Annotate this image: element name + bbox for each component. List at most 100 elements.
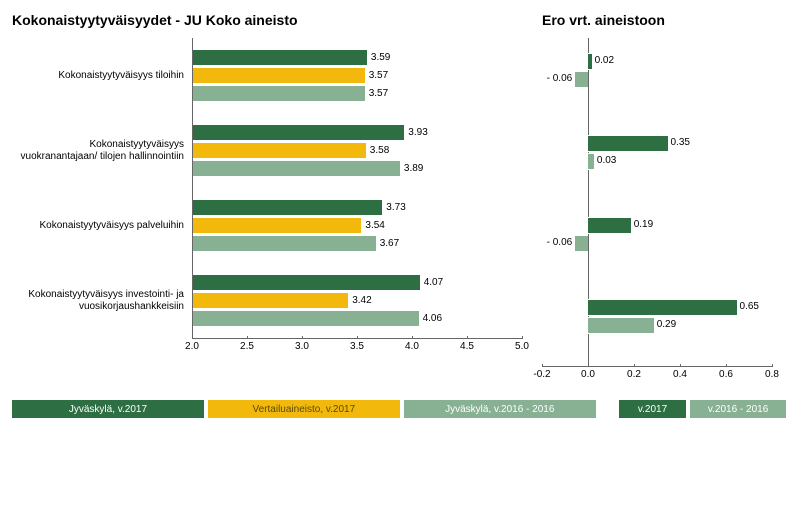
bar-wrap: 4.06	[193, 310, 522, 327]
bars-zone: 3.733.54 3.67	[192, 188, 522, 263]
bar-wrap: 0.03	[542, 153, 772, 170]
bar-wrap: 0.02	[542, 53, 772, 70]
bar-wrap: - 0.06	[542, 235, 772, 252]
value-label: 0.02	[595, 55, 614, 66]
bar	[193, 142, 367, 159]
tick-label: 0.0	[581, 369, 595, 380]
bar	[588, 153, 595, 170]
chart-row: Kokonaistyytyväisyys palveluihin3.733.54…	[12, 188, 542, 263]
bar-wrap: 0.65	[542, 299, 772, 316]
value-label: - 0.06	[547, 73, 573, 84]
value-label: 0.65	[740, 301, 759, 312]
value-label: 3.89	[404, 163, 423, 174]
value-label: 3.73	[386, 202, 405, 213]
bar	[193, 274, 421, 291]
bar-wrap: 3.73	[193, 199, 522, 216]
bars-zone: 4.07 3.42 4.06	[192, 263, 522, 338]
legend-item: v.2016 - 2016	[690, 400, 786, 418]
chart-row: 0.19 - 0.06	[542, 202, 782, 284]
legend-item: v.2017	[619, 400, 686, 418]
x-axis-right: -0.20.00.20.40.60.8	[542, 366, 772, 384]
chart-row: Kokonaistyytyväisyys tiloihin 3.59 3.57 3.5…	[12, 38, 542, 113]
bar-wrap: 3.42	[193, 292, 522, 309]
bar	[193, 217, 362, 234]
legend: Jyväskylä, v.2017Vertailuaineisto, v.201…	[12, 400, 790, 418]
value-label: 3.67	[380, 238, 399, 249]
tick-label: 4.0	[405, 341, 419, 352]
bar	[193, 85, 366, 102]
bar-wrap: 3.67	[193, 235, 522, 252]
value-label: 0.29	[657, 319, 676, 330]
bar	[193, 292, 349, 309]
bar-wrap: 0.35	[542, 135, 772, 152]
bar	[193, 235, 377, 252]
value-label: - 0.06	[547, 237, 573, 248]
chart-row: 0.35 0.03	[542, 120, 782, 202]
bar-wrap: 3.57	[193, 85, 522, 102]
bar-wrap: - 0.06	[542, 71, 772, 88]
legend-item: Jyväskylä, v.2016 - 2016	[404, 400, 596, 418]
bar-wrap: 3.54	[193, 217, 522, 234]
value-label: 3.93	[408, 127, 427, 138]
tick-label: 2.5	[240, 341, 254, 352]
value-label: 0.03	[597, 155, 616, 166]
bar-wrap: 3.59	[193, 49, 522, 66]
bars-zone: 0.65 0.29	[542, 284, 772, 366]
bar	[193, 160, 401, 177]
legend-item: Vertailuaineisto, v.2017	[208, 400, 400, 418]
value-label: 3.57	[369, 70, 388, 81]
value-label: 4.07	[424, 277, 443, 288]
bar-wrap: 3.58	[193, 142, 522, 159]
category-label: Kokonaistyytyväisyys palveluihin	[12, 188, 192, 263]
tick-label: 3.0	[295, 341, 309, 352]
value-label: 3.58	[370, 145, 389, 156]
value-label: 4.06	[423, 313, 442, 324]
chart-row: 0.02 - 0.06	[542, 38, 782, 120]
value-label: 3.42	[352, 295, 371, 306]
bar-wrap: 0.19	[542, 217, 772, 234]
value-label: 0.35	[671, 137, 690, 148]
category-label: Kokonaistyytyväisyys investointi- ja vuo…	[12, 263, 192, 338]
bar	[193, 124, 405, 141]
tick-label: 4.5	[460, 341, 474, 352]
bar	[193, 310, 420, 327]
bars-zone: 3.93 3.58 3.89	[192, 113, 522, 188]
bars-zone: 0.19 - 0.06	[542, 202, 772, 284]
legend-item: Jyväskylä, v.2017	[12, 400, 204, 418]
value-label: 0.19	[634, 219, 653, 230]
tick-label: 0.6	[719, 369, 733, 380]
bar	[588, 53, 593, 70]
value-label: 3.54	[365, 220, 384, 231]
bar-wrap: 4.07	[193, 274, 522, 291]
category-label: Kokonaistyytyväisyys vuokranantajaan/ ti…	[12, 113, 192, 188]
bar-wrap: 3.93	[193, 124, 522, 141]
bar	[588, 299, 738, 316]
value-label: 3.59	[371, 52, 390, 63]
title-left: Kokonaistyytyväisyydet - JU Koko aineist…	[12, 12, 542, 28]
bars-zone: 0.02 - 0.06	[542, 38, 772, 120]
category-label: Kokonaistyytyväisyys tiloihin	[12, 38, 192, 113]
chart-row: Kokonaistyytyväisyys vuokranantajaan/ ti…	[12, 113, 542, 188]
bar	[588, 135, 669, 152]
bar	[193, 67, 366, 84]
bar	[193, 199, 383, 216]
x-axis-left: 2.02.53.03.54.04.55.0	[192, 338, 522, 356]
bar-wrap: 3.57	[193, 67, 522, 84]
chart-container: Kokonaistyytyväisyydet - JU Koko aineist…	[12, 12, 790, 418]
tick-label: 0.4	[673, 369, 687, 380]
value-label: 3.57	[369, 88, 388, 99]
left-chart: Kokonaistyytyväisyys tiloihin 3.59 3.57 3.5…	[12, 38, 542, 384]
tick-label: 0.2	[627, 369, 641, 380]
bar	[588, 217, 632, 234]
tick-label: -0.2	[533, 369, 550, 380]
bar-wrap: 0.29	[542, 317, 772, 334]
bar	[193, 49, 368, 66]
chart-row: 0.65 0.29	[542, 284, 782, 366]
tick-label: 2.0	[185, 341, 199, 352]
titles-row: Kokonaistyytyväisyydet - JU Koko aineist…	[12, 12, 790, 28]
tick-label: 0.8	[765, 369, 779, 380]
charts-row: Kokonaistyytyväisyys tiloihin 3.59 3.57 3.5…	[12, 38, 790, 384]
bar	[574, 235, 588, 252]
bars-zone: 0.35 0.03	[542, 120, 772, 202]
tick-label: 5.0	[515, 341, 529, 352]
